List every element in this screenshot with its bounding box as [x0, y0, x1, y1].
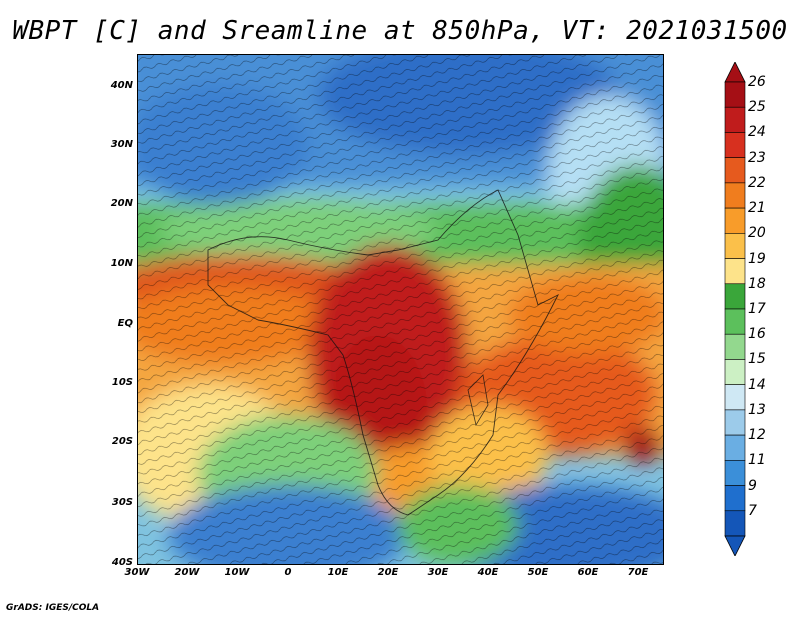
lon-tick-label: 70E — [627, 567, 649, 578]
colorbar-segment — [724, 81, 746, 108]
colorbar — [724, 62, 746, 556]
colorbar-segment — [724, 409, 746, 436]
colorbar-segment — [724, 157, 746, 184]
lon-tick-label: 20W — [174, 567, 200, 578]
colorbar-segment — [724, 283, 746, 310]
colorbar-tick-label: 11 — [748, 452, 766, 469]
lat-tick-label: 30N — [110, 139, 133, 150]
lon-tick-label: 60E — [577, 567, 599, 578]
map-title: WBPT [C] and Sreamline at 850hPa, VT: 20… — [12, 16, 788, 46]
lat-tick-label: 40S — [111, 557, 133, 568]
colorbar-tick-label: 21 — [748, 200, 766, 217]
colorbar-tick-label: 25 — [748, 99, 766, 116]
lat-tick-label: EQ — [117, 318, 133, 329]
colorbar-segment — [724, 333, 746, 360]
lon-tick-label: 30E — [427, 567, 449, 578]
colorbar-tick-label: 16 — [748, 326, 766, 343]
colorbar-tick-label: 14 — [748, 376, 766, 393]
colorbar-segment — [724, 510, 746, 537]
colorbar-segment — [724, 460, 746, 486]
colorbar-segment — [724, 207, 746, 234]
colorbar-segment — [724, 485, 746, 512]
lat-tick-label: 10N — [110, 258, 133, 269]
lon-tick-label: 30W — [124, 567, 150, 578]
colorbar-segment — [724, 132, 746, 158]
colorbar-segment — [724, 308, 746, 335]
lon-tick-label: 10W — [224, 567, 250, 578]
colorbar-segment — [724, 233, 746, 259]
lon-tick-label: 10E — [327, 567, 349, 578]
lat-tick-label: 40N — [110, 80, 133, 91]
colorbar-tick-label: 7 — [748, 502, 757, 519]
credit-text: GrADS: IGES/COLA — [6, 603, 100, 613]
colorbar-tick-label: 13 — [748, 401, 766, 418]
colorbar-tick-label: 9 — [748, 477, 757, 494]
colorbar-segment — [724, 182, 746, 209]
weather-map — [137, 54, 664, 565]
lon-tick-label: 40E — [477, 567, 499, 578]
colorbar-tick-label: 20 — [748, 225, 766, 242]
colorbar-tick-label: 24 — [748, 124, 766, 141]
colorbar-segment — [724, 359, 746, 385]
colorbar-tick-label: 23 — [748, 149, 766, 166]
lat-tick-label: 10S — [111, 377, 133, 388]
lon-tick-label: 20E — [377, 567, 399, 578]
colorbar-tick-label: 15 — [748, 351, 766, 368]
colorbar-tick-label: 17 — [748, 301, 766, 317]
lat-tick-label: 30S — [111, 497, 133, 508]
colorbar-segment — [724, 258, 746, 285]
colorbar-top-triangle — [724, 62, 746, 83]
colorbar-segment — [724, 384, 746, 411]
lon-tick-label: 50E — [527, 567, 549, 578]
colorbar-tick-label: 18 — [748, 275, 766, 292]
lat-tick-label: 20S — [111, 436, 133, 447]
colorbar-tick-label: 12 — [748, 427, 766, 444]
colorbar-tick-label: 19 — [748, 250, 766, 267]
lat-tick-label: 20N — [110, 198, 133, 209]
colorbar-segment — [724, 106, 746, 133]
wbpt-field — [138, 55, 663, 564]
lon-tick-label: 0 — [284, 567, 292, 578]
colorbar-segment — [724, 434, 746, 461]
colorbar-tick-label: 22 — [748, 174, 766, 191]
colorbar-tick-label: 26 — [748, 74, 766, 90]
colorbar-bottom-triangle — [724, 535, 746, 556]
